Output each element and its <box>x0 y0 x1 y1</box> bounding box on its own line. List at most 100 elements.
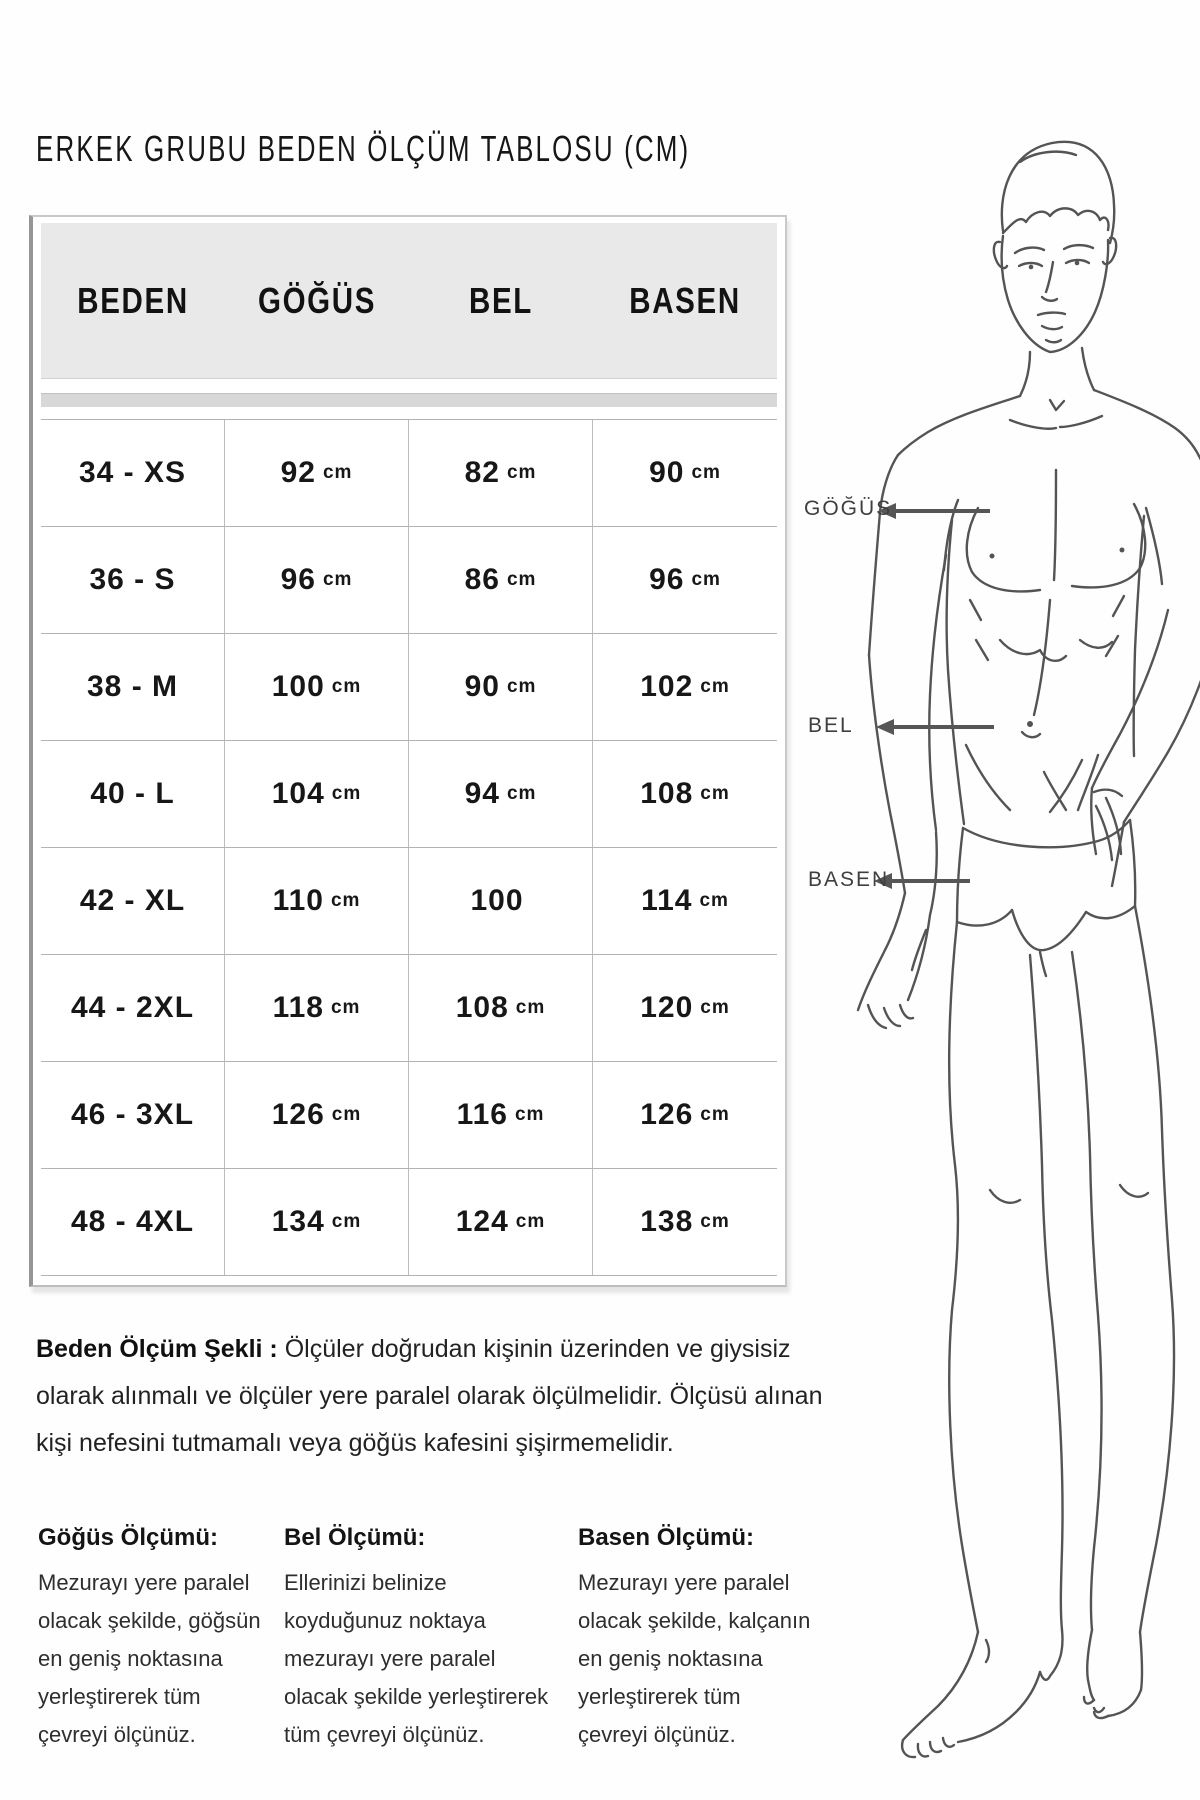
bel-arrow <box>876 719 994 735</box>
measurement-value: 138 <box>640 1205 694 1238</box>
size-table-body: 34 - XS 92 cm 82 cm 90 cm 36 - S 96 cm 86 cm … <box>41 419 777 1276</box>
measurement-unit: cm <box>330 997 361 1018</box>
column-header-basen: BASEN <box>629 279 741 321</box>
measurement-value: 114 <box>641 884 693 917</box>
guide-basen: Basen Ölçümü: Mezurayı yere paralel olac… <box>578 1524 810 1754</box>
basen-arrowhead <box>874 873 892 889</box>
guide-bel: Bel Ölçümü: Ellerinizi belinize koyduğun… <box>284 1524 548 1754</box>
measurement-unit: cm <box>331 676 362 697</box>
cell-size: 34 - XS <box>41 420 225 527</box>
measurement-unit: cm <box>699 890 729 911</box>
guide-gogus-body: Mezurayı yere paralel olacak şekilde, gö… <box>38 1570 261 1747</box>
cell-bel: 100 <box>409 848 593 955</box>
measurement-unit: cm <box>330 890 361 911</box>
measurement-value: 124 <box>455 1205 509 1238</box>
measurement-value: 108 <box>640 777 694 810</box>
cell-bel: 94 cm <box>409 741 593 848</box>
measurement-value: 82 <box>464 456 500 489</box>
measurement-value: 96 <box>649 563 685 596</box>
measurement-value: 100 <box>470 884 524 917</box>
measurement-unit: cm <box>514 1104 545 1125</box>
figure-neck-shoulders <box>896 346 1200 458</box>
measurement-unit: cm <box>700 1104 730 1125</box>
figure-feet <box>901 1628 1144 1759</box>
cell-bel: 90 cm <box>409 634 593 741</box>
measurement-value: 96 <box>280 563 316 596</box>
measurement-unit: cm <box>506 676 537 697</box>
cell-basen: 102 cm <box>593 634 777 741</box>
cell-gogus: 126 cm <box>225 1062 409 1169</box>
measurement-value: 116 <box>456 1098 508 1131</box>
measurement-unit: cm <box>331 783 362 804</box>
guide-bel-body: Ellerinizi belinize koyduğunuz noktaya m… <box>284 1570 549 1747</box>
cell-basen: 96 cm <box>593 527 777 634</box>
cell-gogus: 96 cm <box>225 527 409 634</box>
figure-briefs <box>955 818 1137 978</box>
measurement-value: 120 <box>640 991 694 1024</box>
cell-bel: 116 cm <box>409 1062 593 1169</box>
measurement-unit: cm <box>515 1211 546 1232</box>
note-body: Ölçüler doğrudan kişinin üzerinden ve gi… <box>36 1335 823 1457</box>
cell-gogus: 110 cm <box>225 848 409 955</box>
measurement-value: 104 <box>271 777 325 810</box>
guide-gogus-title: Göğüs Ölçümü: <box>38 1524 218 1551</box>
cell-gogus: 118 cm <box>225 955 409 1062</box>
measurement-value: 100 <box>271 670 325 703</box>
note-title: Beden Ölçüm Şekli : <box>36 1335 278 1363</box>
figure-sketch <box>856 140 1200 1759</box>
cell-basen: 114 cm <box>593 848 777 955</box>
measurement-value: 126 <box>640 1098 694 1131</box>
measurement-value: 86 <box>464 563 500 596</box>
measurement-unit: cm <box>506 569 537 590</box>
cell-bel: 82 cm <box>409 420 593 527</box>
measurement-value: 108 <box>455 991 509 1024</box>
cell-gogus: 104 cm <box>225 741 409 848</box>
cell-size: 48 - 4XL <box>41 1169 225 1276</box>
measurement-unit: cm <box>506 783 537 804</box>
cell-basen: 126 cm <box>593 1062 777 1169</box>
figure-torso <box>945 468 1147 826</box>
measurement-value: 126 <box>271 1098 325 1131</box>
cell-basen: 120 cm <box>593 955 777 1062</box>
guide-basen-body: Mezurayı yere paralel olacak şekilde, ka… <box>578 1570 811 1747</box>
measurement-unit: cm <box>331 1104 362 1125</box>
guide-bel-title: Bel Ölçümü: <box>284 1524 426 1551</box>
table-separator <box>41 393 777 407</box>
cell-gogus: 92 cm <box>225 420 409 527</box>
measurement-unit: cm <box>322 569 353 590</box>
measurement-unit: cm <box>700 997 730 1018</box>
cell-basen: 108 cm <box>593 741 777 848</box>
size-table-header: BEDEN GÖĞÜS BEL BASEN <box>41 223 777 379</box>
cell-size: 36 - S <box>41 527 225 634</box>
page-title: ERKEK GRUBU BEDEN ÖLÇÜM TABLOSU (CM) <box>36 128 691 169</box>
column-header-gogus: GÖĞÜS <box>257 279 377 321</box>
measurement-value: 134 <box>271 1205 325 1238</box>
cell-size: 42 - XL <box>41 848 225 955</box>
measurement-value: 94 <box>464 777 500 810</box>
measurement-unit: cm <box>700 783 730 804</box>
gogus-arrowhead <box>878 503 896 519</box>
measurement-unit: cm <box>515 997 546 1018</box>
figure-head <box>992 140 1118 354</box>
guide-gogus: Göğüs Ölçümü: Mezurayı yere paralel olac… <box>38 1524 261 1754</box>
measurement-unit: cm <box>331 1211 362 1232</box>
measurement-value: 90 <box>464 670 500 703</box>
cell-bel: 124 cm <box>409 1169 593 1276</box>
figure-label-basen: BASEN <box>808 868 890 891</box>
guide-basen-title: Basen Ölçümü: <box>578 1524 755 1551</box>
measurement-value: 118 <box>272 991 324 1024</box>
measurement-value: 92 <box>280 456 316 489</box>
cell-size: 40 - L <box>41 741 225 848</box>
gogus-arrow <box>878 503 990 519</box>
measurement-value: 102 <box>640 670 694 703</box>
figure-label-bel: BEL <box>808 714 854 737</box>
measurement-note: Beden Ölçüm Şekli : Ölçüler doğrudan kiş… <box>36 1326 823 1467</box>
male-body-illustration <box>856 140 1200 1759</box>
size-table: BEDEN GÖĞÜS BEL BASEN 34 - XS 92 cm 82 cm … <box>29 215 787 1287</box>
figure-right-arm <box>1090 454 1200 888</box>
cell-basen: 90 cm <box>593 420 777 527</box>
measurement-unit: cm <box>691 569 721 590</box>
cell-bel: 86 cm <box>409 527 593 634</box>
measurement-value: 90 <box>649 456 685 489</box>
measurement-unit: cm <box>700 1211 730 1232</box>
